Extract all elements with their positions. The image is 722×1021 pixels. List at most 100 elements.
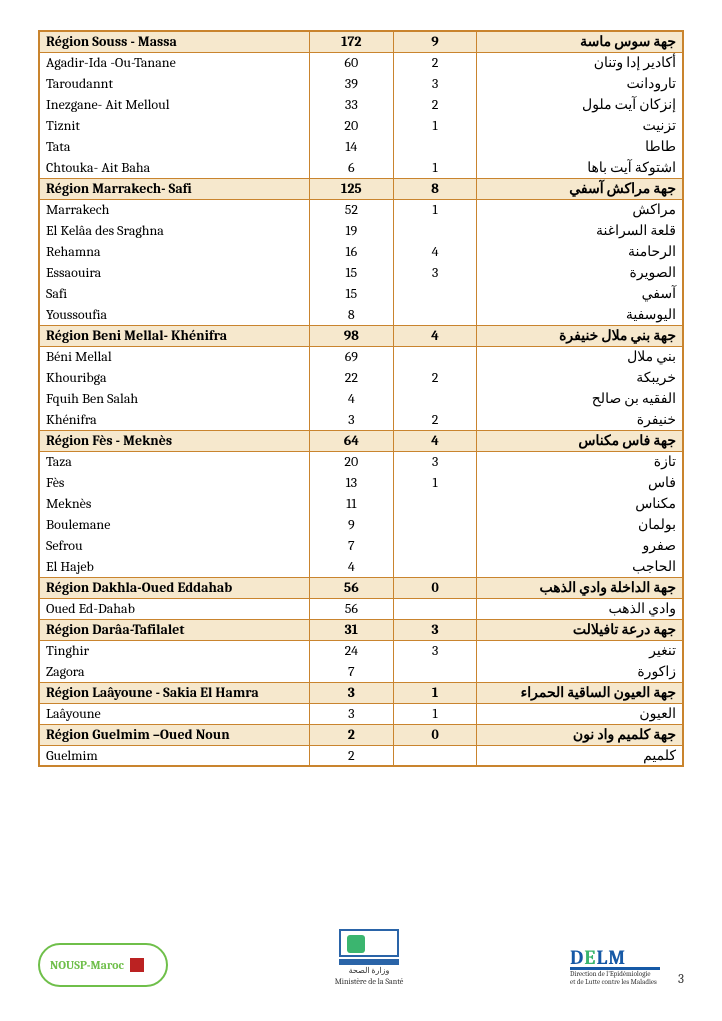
ministry-logo: وزارة الصحة Ministère de la Santé [324, 929, 414, 987]
name-ar: إنزكان آيت ملول [477, 94, 683, 115]
name-ar: اليوسفية [477, 304, 683, 325]
ministry-mark-icon [339, 929, 399, 957]
value-2 [393, 493, 477, 514]
name-fr: Taroudannt [39, 73, 309, 94]
name-ar: جهة كلميم واد نون [477, 724, 683, 745]
regions-table: Région Souss - Massa1729جهة سوس ماسةAgad… [38, 30, 684, 767]
value-2: 3 [393, 451, 477, 472]
value-1: 13 [309, 472, 393, 493]
name-fr: Région Dakhla-Oued Eddahab [39, 577, 309, 598]
value-1: 3 [309, 682, 393, 703]
province-row: Taroudannt393تارودانت [39, 73, 683, 94]
name-fr: Sefrou [39, 535, 309, 556]
name-ar: بولمان [477, 514, 683, 535]
nousp-logo: NOUSP-Maroc [38, 943, 168, 987]
name-ar: الفقيه بن صالح [477, 388, 683, 409]
name-ar: الصويرة [477, 262, 683, 283]
name-fr: Essaouira [39, 262, 309, 283]
value-1: 15 [309, 283, 393, 304]
value-1: 64 [309, 430, 393, 451]
name-ar: صفرو [477, 535, 683, 556]
name-fr: Tiznit [39, 115, 309, 136]
region-header-row: Région Darâa-Tafilalet313جهة درعة تافيلا… [39, 619, 683, 640]
name-ar: جهة فاس مكناس [477, 430, 683, 451]
value-1: 52 [309, 199, 393, 220]
value-2: 1 [393, 472, 477, 493]
value-2: 1 [393, 199, 477, 220]
name-fr: El Hajeb [39, 556, 309, 577]
value-1: 11 [309, 493, 393, 514]
name-fr: Oued Ed-Dahab [39, 598, 309, 619]
value-1: 20 [309, 451, 393, 472]
ministry-label-fr: Ministère de la Santé [335, 978, 404, 987]
province-row: Youssoufia8اليوسفية [39, 304, 683, 325]
region-header-row: Région Marrakech- Safi1258جهة مراكش آسفي [39, 178, 683, 199]
province-row: Tinghir243تنغير [39, 640, 683, 661]
value-2 [393, 514, 477, 535]
value-1: 7 [309, 661, 393, 682]
name-ar: بني ملال [477, 346, 683, 367]
name-fr: Laâyoune [39, 703, 309, 724]
name-ar: تارودانت [477, 73, 683, 94]
province-row: Chtouka- Ait Baha61اشتوكة آيت باها [39, 157, 683, 178]
value-1: 7 [309, 535, 393, 556]
name-ar: اشتوكة آيت باها [477, 157, 683, 178]
page-footer: NOUSP-Maroc وزارة الصحة Ministère de la … [38, 929, 684, 987]
value-1: 56 [309, 577, 393, 598]
value-1: 56 [309, 598, 393, 619]
name-ar: جهة سوس ماسة [477, 31, 683, 52]
value-1: 16 [309, 241, 393, 262]
name-ar: جهة بني ملال خنيفرة [477, 325, 683, 346]
name-fr: Région Guelmim –Oued Noun [39, 724, 309, 745]
value-2: 4 [393, 430, 477, 451]
name-ar: خنيفرة [477, 409, 683, 430]
value-2: 2 [393, 409, 477, 430]
value-1: 60 [309, 52, 393, 73]
value-1: 4 [309, 388, 393, 409]
name-ar: جهة مراكش آسفي [477, 178, 683, 199]
value-2: 2 [393, 52, 477, 73]
name-ar: الرحامنة [477, 241, 683, 262]
province-row: Essaouira153الصويرة [39, 262, 683, 283]
province-row: Khénifra32خنيفرة [39, 409, 683, 430]
name-fr: Boulemane [39, 514, 309, 535]
name-fr: Inezgane- Ait Melloul [39, 94, 309, 115]
delm-sub1: Direction de l'Epidémiologie [570, 971, 650, 979]
province-row: Fès131فاس [39, 472, 683, 493]
value-2 [393, 304, 477, 325]
region-header-row: Région Laâyoune - Sakia El Hamra31جهة ال… [39, 682, 683, 703]
province-row: Fquih Ben Salah4الفقيه بن صالح [39, 388, 683, 409]
province-row: Agadir-Ida -Ou-Tanane602أكادير إدا وتنان [39, 52, 683, 73]
name-ar: وادي الذهب [477, 598, 683, 619]
ministry-label-ar: وزارة الصحة [349, 967, 390, 976]
name-fr: Rehamna [39, 241, 309, 262]
value-2: 9 [393, 31, 477, 52]
province-row: El Kelâa des Sraghna19قلعة السراغنة [39, 220, 683, 241]
name-fr: Guelmim [39, 745, 309, 766]
name-fr: Tata [39, 136, 309, 157]
value-2: 1 [393, 157, 477, 178]
page-number: 3 [678, 972, 684, 987]
name-fr: Région Fès - Meknès [39, 430, 309, 451]
value-2: 3 [393, 640, 477, 661]
region-header-row: Région Souss - Massa1729جهة سوس ماسة [39, 31, 683, 52]
province-row: Meknès11مكناس [39, 493, 683, 514]
value-2: 0 [393, 577, 477, 598]
province-row: Inezgane- Ait Melloul332إنزكان آيت ملول [39, 94, 683, 115]
name-ar: جهة الداخلة وادي الذهب [477, 577, 683, 598]
province-row: Tiznit201تزنيت [39, 115, 683, 136]
value-2: 8 [393, 178, 477, 199]
value-2: 1 [393, 682, 477, 703]
name-fr: Région Marrakech- Safi [39, 178, 309, 199]
name-ar: طاطا [477, 136, 683, 157]
name-ar: الحاجب [477, 556, 683, 577]
value-2: 3 [393, 619, 477, 640]
province-row: Tata14طاطا [39, 136, 683, 157]
region-header-row: Région Fès - Meknès644جهة فاس مكناس [39, 430, 683, 451]
name-ar: قلعة السراغنة [477, 220, 683, 241]
value-2 [393, 745, 477, 766]
value-1: 39 [309, 73, 393, 94]
name-fr: Région Souss - Massa [39, 31, 309, 52]
name-fr: Béni Mellal [39, 346, 309, 367]
value-1: 2 [309, 745, 393, 766]
